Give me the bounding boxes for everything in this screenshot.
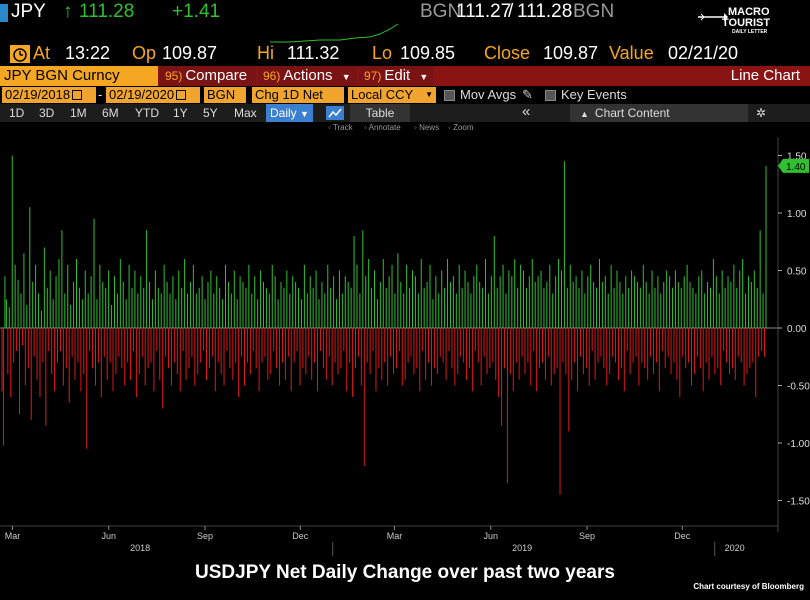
ask-price: 111.28 [517,1,573,22]
security-field[interactable]: JPY BGN Curncy [0,66,158,86]
period-6m[interactable]: 6M [102,106,119,120]
period-5y[interactable]: 5Y [203,106,218,120]
open-label: Op [132,43,157,63]
x-tick-label: Dec [674,531,691,541]
period-ytd[interactable]: YTD [135,106,159,120]
chart-caption: USDJPY Net Daily Change over past two ye… [195,562,615,583]
quote-row: At 13:22 Op 109.87 Hi 111.32 Lo 109.85 C… [0,43,810,65]
mov-avgs-checkbox[interactable] [444,90,455,101]
y-tick-label: 1.00 [787,209,807,220]
low-label: Lo [372,43,393,63]
year-label: 2020 [725,543,745,553]
news-tool[interactable]: ◦ News [414,123,440,132]
calendar-icon [72,90,83,100]
pencil-icon[interactable]: ✎ [522,87,533,102]
price-change: +1.41 [172,1,221,22]
y-tick-label: 1.50 [787,152,807,163]
period-max[interactable]: Max [234,106,257,120]
key-events-label: Key Events [561,87,627,102]
year-label: 2018 [130,543,150,553]
chevron-down-icon: ▼ [425,90,433,99]
x-tick-label: Jun [101,531,116,541]
up-arrow-icon: ↑ [63,1,73,22]
open-price: 109.87 [162,43,218,63]
alarm-clock-icon[interactable] [10,45,30,63]
x-tick-label: Mar [5,531,21,541]
line-chart-icon[interactable] [326,106,344,124]
high-label: Hi [257,43,274,63]
low-price: 109.85 [400,43,456,63]
ticker-header: JPY ↑ 111.28 +1.41 BGN 111.27 / 111.28 B… [0,0,810,43]
mov-avgs-label: Mov Avgs [460,87,517,102]
chart-toolbar: 1D 3D 1M 6M YTD 1Y 5Y Max Daily ▼ Table … [0,104,810,122]
triangle-icon: ▲ [580,109,589,119]
ticker-marker [0,4,8,22]
period-1m[interactable]: 1M [70,106,87,120]
bid-price: 111.27 [456,1,512,22]
start-date-field[interactable]: 02/19/2018 [2,87,96,103]
y-tick-label: -1.50 [787,497,810,508]
bid-source: BGN [420,1,462,22]
close-price: 109.87 [543,43,599,63]
source-field[interactable]: BGN [204,87,246,103]
chevron-down-icon: ▼ [419,72,429,82]
menu-bar: JPY BGN Curncy 95) Compare 96) Actions ▼ 9… [0,66,810,86]
settings-row: 02/19/2018 - 02/19/2020 BGN Chg 1D Net L… [0,87,810,104]
chart-tools-row: ◦ Track ◦ Annotate ◦ News ◦ Zoom [0,123,810,135]
intraday-sparkline [270,23,399,43]
x-tick-label: Dec [292,531,309,541]
ask-source: BGN [573,1,615,22]
year-label: 2019 [512,543,532,553]
currency-selector[interactable]: Local CCY ▼ [348,87,436,103]
table-button[interactable]: Table [350,104,410,122]
x-tick-label: Mar [387,531,403,541]
calendar-icon [176,90,187,100]
frequency-dropdown[interactable]: Daily ▼ [266,104,313,122]
ticker-symbol: JPY [11,1,46,22]
last-value-box [783,158,809,173]
macro-tourist-logo: MACRO TOURIST DAILY LETTER [696,4,780,38]
y-tick-label: -0.50 [787,382,810,393]
value-label: Value [609,43,654,63]
value-date: 02/21/20 [668,43,739,63]
settings-icon[interactable]: ✲ [756,106,767,120]
at-label: At [33,43,51,63]
track-tool[interactable]: ◦ Track [328,123,353,132]
collapse-icon[interactable]: « [522,103,531,120]
x-tick-label: Sep [197,531,213,541]
data-field-selector[interactable]: Chg 1D Net [252,87,344,103]
chevron-down-icon: ▼ [300,109,309,119]
close-label: Close [484,43,531,63]
x-tick-label: Sep [579,531,595,541]
actions-menu[interactable]: 96) Actions ▼ [258,66,357,86]
period-1d[interactable]: 1D [9,106,25,120]
y-tick-label: -1.00 [787,439,810,450]
annotate-tool[interactable]: ◦ Annotate [364,123,401,132]
edit-menu[interactable]: 97) Edit ▼ [359,66,433,86]
quote-time: 13:22 [65,43,111,63]
last-value-pointer [778,158,783,173]
chart-type-label: Line Chart [730,67,800,84]
compare-button[interactable]: 95) Compare [160,66,256,86]
y-tick-label: 0.50 [787,267,807,278]
chart-credit: Chart courtesy of Bloomberg [693,582,804,591]
zoom-tool[interactable]: ◦ Zoom [448,123,474,132]
high-price: 111.32 [287,43,340,63]
y-tick-label: 0.00 [787,324,807,335]
x-tick-label: Jun [483,531,498,541]
end-date-field[interactable]: 02/19/2020 [106,87,200,103]
last-price: 111.28 [79,1,135,22]
period-3d[interactable]: 3D [39,106,55,120]
chart-content-button[interactable]: ▲ Chart Content [570,104,748,122]
key-events-checkbox[interactable] [545,90,556,101]
chevron-down-icon: ▼ [341,72,351,82]
period-1y[interactable]: 1Y [173,106,188,120]
arrow-logo-icon [698,13,728,21]
last-value-label: 1.40 [786,162,806,173]
